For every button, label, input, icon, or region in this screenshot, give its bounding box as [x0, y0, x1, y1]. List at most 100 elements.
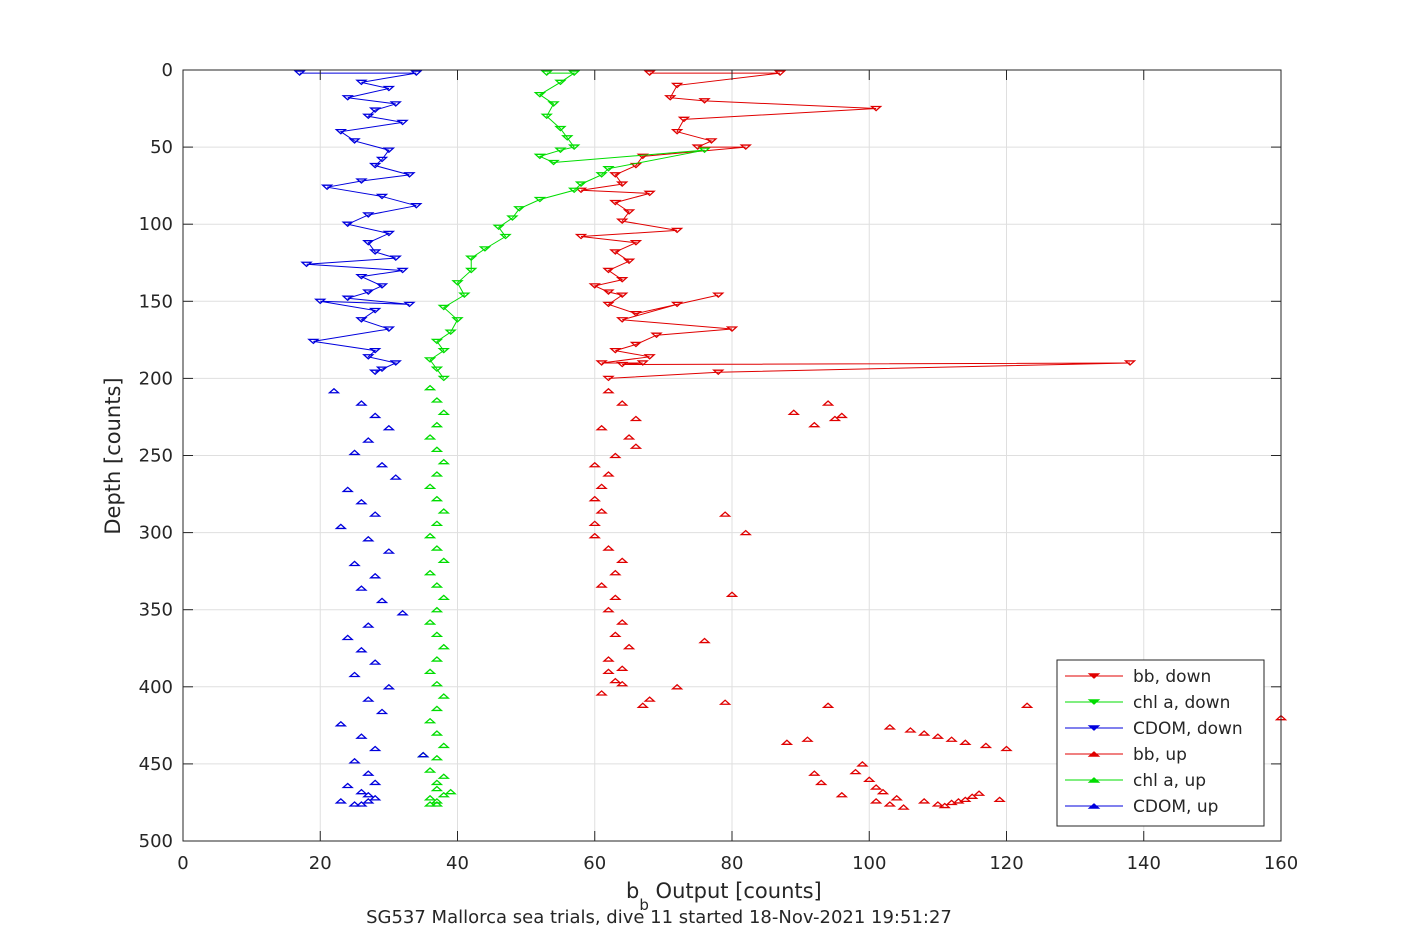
y-tick-label: 300 — [139, 523, 173, 544]
data-point — [602, 301, 615, 308]
data-point — [595, 508, 608, 514]
data-point — [437, 791, 450, 798]
legend-marker — [1087, 673, 1101, 679]
data-point — [629, 443, 643, 449]
data-point — [368, 107, 382, 113]
data-point — [465, 267, 478, 274]
data-point — [609, 594, 622, 601]
legend-box — [1056, 659, 1265, 827]
data-point — [430, 801, 444, 807]
data-point — [478, 246, 492, 252]
data-point — [567, 187, 581, 194]
data-point — [430, 680, 444, 687]
data-point — [437, 773, 450, 779]
data-point — [334, 798, 348, 804]
data-point — [362, 770, 375, 776]
series-4 — [416, 384, 457, 807]
data-point — [718, 699, 732, 705]
data-point — [334, 720, 348, 727]
data-point — [355, 585, 368, 591]
data-point — [588, 283, 601, 289]
data-point — [856, 761, 869, 767]
x-tick-label: 60 — [583, 853, 606, 874]
data-point — [430, 421, 444, 428]
x-tick-label: 100 — [852, 853, 886, 874]
legend-marker — [1087, 777, 1101, 783]
data-point — [780, 739, 794, 745]
data-point — [616, 292, 629, 299]
x-tick-label: 0 — [177, 853, 188, 874]
data-point — [705, 138, 718, 144]
data-point — [430, 397, 444, 403]
legend-marker — [1087, 803, 1101, 809]
data-point — [602, 668, 615, 675]
data-point — [574, 233, 588, 240]
data-point — [348, 671, 361, 678]
data-point — [622, 209, 636, 215]
data-point — [410, 203, 423, 209]
data-point — [458, 292, 471, 299]
data-point — [444, 788, 457, 795]
data-point — [355, 788, 368, 795]
data-point — [588, 532, 601, 539]
data-point — [849, 768, 862, 775]
data-point — [355, 178, 368, 184]
data-point — [595, 582, 608, 588]
data-point — [327, 387, 341, 394]
data-point — [362, 791, 375, 798]
data-point — [595, 483, 608, 490]
data-point — [616, 218, 629, 225]
data-point — [616, 619, 629, 625]
data-point — [650, 332, 663, 339]
data-point — [437, 458, 450, 465]
ticks: 0 20 40 60 80 100 120 140 160 0 50 100 150 200 250 300 3… — [139, 60, 1299, 874]
data-point — [787, 409, 800, 415]
y-tick-label: 500 — [139, 831, 173, 852]
data-point — [348, 449, 361, 456]
data-point — [670, 683, 684, 690]
data-point — [602, 375, 615, 382]
legend-label: bb, down — [1133, 667, 1211, 687]
data-point — [362, 437, 375, 443]
data-point — [602, 471, 615, 477]
data-point — [725, 591, 739, 597]
data-point — [355, 801, 368, 807]
data-point — [801, 736, 814, 742]
data-point — [616, 557, 629, 564]
data-point — [423, 717, 437, 724]
data-point — [602, 387, 615, 394]
data-point — [945, 736, 958, 742]
data-point — [609, 631, 622, 638]
data-point — [423, 801, 437, 807]
data-point — [698, 98, 711, 104]
data-point — [876, 788, 890, 795]
data-point — [396, 119, 409, 126]
data-point — [355, 400, 368, 406]
data-point — [403, 172, 416, 178]
data-point — [629, 240, 643, 246]
data-point — [622, 258, 636, 265]
data-point — [430, 495, 444, 502]
data-point — [368, 369, 382, 376]
data-point — [616, 361, 629, 368]
data-point — [382, 683, 396, 690]
data-point — [863, 776, 876, 782]
data-point — [616, 277, 629, 283]
data-point — [616, 665, 629, 671]
data-point — [368, 162, 382, 169]
data-point — [341, 782, 354, 789]
data-point — [883, 801, 897, 807]
x-axis-label-main: b — [626, 879, 639, 903]
data-point — [341, 95, 354, 101]
data-point — [368, 347, 382, 354]
legend-item: chl a, down — [1065, 693, 1230, 713]
data-point — [423, 483, 437, 490]
data-point — [465, 255, 478, 262]
data-point — [437, 304, 450, 311]
data-point — [602, 166, 615, 172]
data-point — [396, 609, 409, 616]
data-point — [815, 779, 828, 786]
data-point — [382, 326, 396, 332]
data-point — [430, 779, 444, 786]
